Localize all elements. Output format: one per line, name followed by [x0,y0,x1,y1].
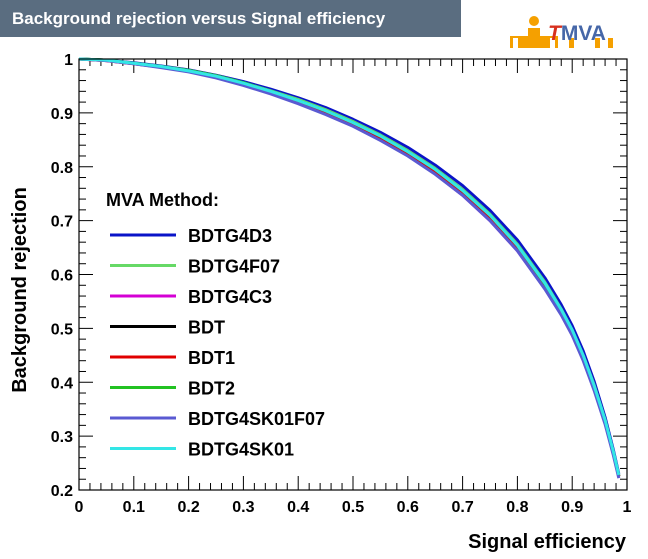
x-tick-label: 0 [75,499,84,516]
legend-label-bdt: BDT [188,318,225,338]
x-tick-label: 0.4 [287,499,309,516]
tmva-logo-rest: MVA [560,22,606,45]
tick-labels: 0 0.1 0.2 0.3 0.4 0.5 0.6 0.7 0.8 0.9 1 0.2 0.3 0.4 0.… [51,52,632,516]
plot-frame [78,58,628,491]
y-tick-label: 0.7 [51,214,73,231]
x-tick-label: 0.6 [397,499,419,516]
x-tick-label: 0.1 [123,499,145,516]
y-tick-label: 0.4 [51,375,73,392]
y-tick-label: 0.3 [51,429,73,446]
x-axis-label: Signal efficiency [468,531,627,553]
x-tick-label: 1 [623,499,632,516]
chart-title: Background rejection versus Signal effic… [0,0,461,37]
x-tick-label: 0.5 [342,499,364,516]
legend-title: MVA Method: [106,190,219,210]
y-tick-label: 0.2 [51,483,73,500]
legend-label-bdt2: BDT2 [188,379,235,399]
x-tick-label: 0.8 [506,499,528,516]
tmva-logo-t: T [548,22,561,45]
y-tick-label: 0.9 [51,106,73,123]
y-tick-label: 0.5 [51,321,73,338]
x-tick-label: 0.9 [561,499,583,516]
y-tick-label: 1 [64,52,73,69]
legend: MVA Method: BDTG4D3 BDTG4F07 BDTG4C3 BDT BDT… [106,190,325,460]
legend-label-bdtg4sk01: BDTG4SK01 [188,440,294,460]
tmva-logo-text: TMVA [548,22,606,46]
legend-label-bdtg4sk01f07: BDTG4SK01F07 [188,409,325,429]
legend-label-bdt1: BDT1 [188,348,235,368]
legend-label-bdtg4c3: BDTG4C3 [188,287,272,307]
series-line-bdtg4sk01 [78,57,621,476]
x-tick-label: 0.3 [232,499,254,516]
x-tick-label: 0.2 [177,499,199,516]
tmva-logo-icon [510,16,613,48]
x-tick-label: 0.7 [451,499,473,516]
y-axis-label: Background rejection [9,187,31,393]
legend-label-bdtg4f07: BDTG4F07 [188,257,280,277]
y-tick-label: 0.8 [51,160,73,177]
legend-label-bdtg4d3: BDTG4D3 [188,226,272,246]
series-layer [78,57,621,479]
y-tick-label: 0.6 [51,268,73,285]
